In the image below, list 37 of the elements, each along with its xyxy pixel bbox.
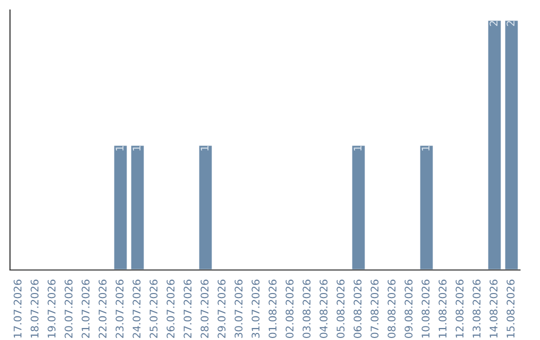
x-tick-label: 15.08.2026 bbox=[506, 280, 515, 338]
x-tick-label: 23.07.2026 bbox=[116, 280, 124, 338]
x-tick-label: 03.08.2026 bbox=[302, 280, 311, 338]
x-tick-label: 20.07.2026 bbox=[64, 280, 73, 338]
data-label: 2 bbox=[506, 21, 514, 26]
x-tick-label: 18.07.2026 bbox=[30, 280, 39, 338]
data-label: 2 bbox=[490, 21, 498, 26]
x-tick-label: 05.08.2026 bbox=[336, 280, 345, 338]
x-tick-label: 14.08.2026 bbox=[490, 280, 498, 338]
data-label: 1 bbox=[132, 146, 140, 150]
x-tick-label: 04.08.2026 bbox=[320, 280, 328, 338]
data-label: 1 bbox=[200, 146, 208, 150]
x-tick-label: 26.07.2026 bbox=[166, 280, 175, 338]
x-tick-label: 30.07.2026 bbox=[234, 280, 243, 338]
x-tick-label: 21.07.2026 bbox=[82, 280, 90, 338]
x-tick-label: 28.07.2026 bbox=[200, 280, 209, 338]
data-label: 1 bbox=[354, 146, 362, 150]
data-label: 1 bbox=[422, 146, 430, 150]
x-tick-label: 22.07.2026 bbox=[98, 280, 107, 338]
x-tick-label: 10.08.2026 bbox=[422, 280, 430, 338]
x-tick-label: 11.08.2026 bbox=[438, 280, 447, 338]
x-tick-label: 09.08.2026 bbox=[404, 280, 413, 338]
x-tick-label: 17.07.2026 bbox=[14, 280, 22, 338]
x-tick-label: 02.08.2026 bbox=[286, 280, 294, 338]
x-tick-label: 13.08.2026 bbox=[472, 280, 481, 338]
x-tick-label: 24.07.2026 bbox=[132, 280, 141, 338]
x-tick-label: 31.07.2026 bbox=[252, 280, 260, 338]
x-tick-label: 01.08.2026 bbox=[268, 280, 277, 338]
x-tick-label: 07.08.2026 bbox=[370, 280, 379, 338]
x-tick-label: 06.08.2026 bbox=[354, 280, 362, 338]
x-tick-label: 08.08.2026 bbox=[388, 280, 396, 338]
x-tick-label: 19.07.2026 bbox=[48, 280, 56, 338]
data-label: 1 bbox=[116, 146, 124, 150]
x-tick-label: 25.07.2026 bbox=[150, 280, 158, 338]
x-tick-label: 12.08.2026 bbox=[456, 280, 464, 338]
x-tick-label: 27.07.2026 bbox=[184, 280, 192, 338]
x-tick-label: 29.07.2026 bbox=[218, 280, 226, 338]
